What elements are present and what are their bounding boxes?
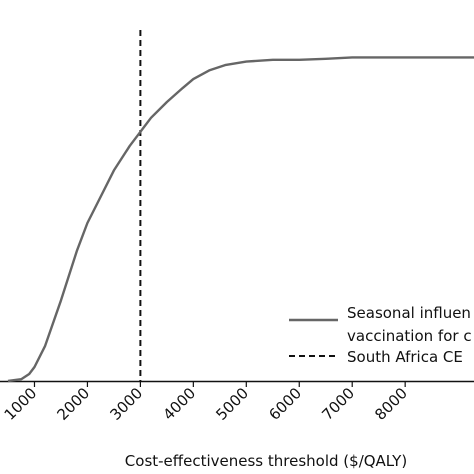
x-tick-label-4000: 4000 [159, 384, 199, 424]
series-line-0 [7, 56, 474, 383]
x-tick-label-7000: 7000 [318, 384, 358, 424]
x-tick-label-1000: 1000 [1, 384, 41, 424]
x-axis-title: Cost-effectiveness threshold ($/QALY) [125, 452, 407, 470]
x-tick-label-5000: 5000 [212, 384, 252, 424]
legend: Seasonal influen vaccination for c South… [289, 304, 472, 366]
legend-label-reference: South Africa CE [347, 348, 463, 366]
legend-label-series-line2: vaccination for c [347, 327, 472, 345]
x-tick-label-2000: 2000 [54, 384, 94, 424]
x-tick-label-8000: 8000 [371, 384, 411, 424]
legend-label-series-line1: Seasonal influen [347, 304, 471, 322]
plot-lines [7, 30, 474, 383]
x-tick-label-6000: 6000 [265, 384, 305, 424]
x-tick-group: 1000 2000 3000 4000 5000 6000 7000 8000 [1, 381, 411, 424]
x-tick-label-3000: 3000 [106, 384, 146, 424]
